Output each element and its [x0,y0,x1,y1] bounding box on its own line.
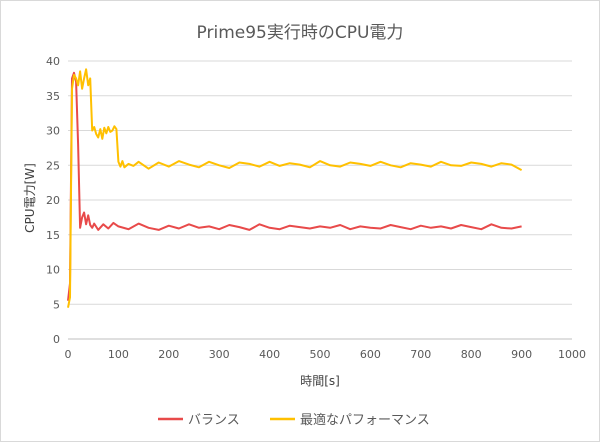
legend-label-performance: 最適なパフォーマンス [300,412,430,428]
x-tick-label: 500 [310,348,331,361]
x-tick-label: 600 [360,348,381,361]
series-line-balance [67,71,522,301]
x-axis-title: 時間[s] [300,374,340,388]
x-tick-label: 0 [65,348,72,361]
x-tick-label: 900 [511,348,532,361]
series-layer [67,68,523,308]
y-tick-label: 20 [46,194,60,207]
y-axis-title: CPU電力[W] [23,163,37,233]
y-tick-label: 30 [46,125,60,138]
y-tick-label: 35 [46,90,60,103]
y-tick-label: 40 [46,55,60,68]
x-tick-labels: 0 100 200 300 400 500 600 700 800 900 1000 [65,348,587,361]
legend: バランス 最適なパフォーマンス [158,412,430,428]
y-tick-label: 5 [53,298,60,311]
gridlines [68,60,572,340]
x-tick-label: 700 [410,348,431,361]
x-tick-label: 1000 [558,348,586,361]
x-tick-label: 200 [158,348,179,361]
x-tick-label: 100 [108,348,129,361]
y-tick-label: 15 [46,229,60,242]
series-line-performance [67,68,523,308]
y-tick-labels: 0 5 10 15 20 25 30 35 40 [46,55,60,346]
legend-label-balance: バランス [188,413,240,428]
chart-title: Prime95実行時のCPU電力 [197,23,404,43]
x-tick-label: 300 [209,348,230,361]
y-tick-label: 0 [53,333,60,346]
x-tick-label: 800 [461,348,482,361]
x-tick-label: 400 [259,348,280,361]
y-tick-label: 10 [46,264,60,277]
y-tick-label: 25 [46,159,60,172]
